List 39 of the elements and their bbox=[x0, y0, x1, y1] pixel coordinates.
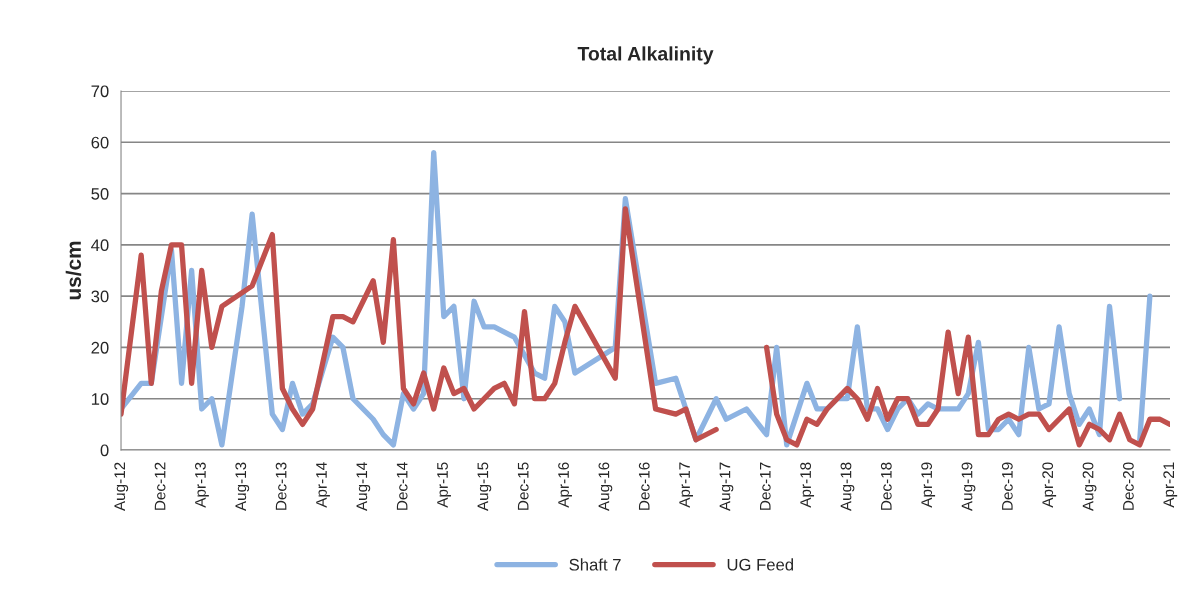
y-tick-label: 40 bbox=[91, 239, 109, 252]
y-tick-label: 0 bbox=[100, 444, 109, 457]
x-tick-label: Aug-17 bbox=[719, 462, 734, 512]
x-tick-label: Apr-20 bbox=[1042, 462, 1057, 508]
x-tick-label: Aug-20 bbox=[1082, 462, 1097, 512]
x-tick-label: Dec-13 bbox=[275, 462, 287, 510]
y-tick-label: 30 bbox=[91, 290, 109, 303]
x-tick-label: Aug-13 bbox=[235, 462, 250, 512]
y-tick-label: 10 bbox=[91, 393, 109, 405]
x-tick-label: Aug-19 bbox=[961, 462, 976, 512]
x-tick-label: Dec-14 bbox=[396, 462, 408, 510]
x-tick-label: Apr-18 bbox=[800, 462, 815, 508]
x-tick-label: Aug-15 bbox=[477, 462, 492, 512]
chart-title: Total Alkalinity bbox=[577, 46, 714, 65]
x-tick-label: Apr-16 bbox=[558, 462, 572, 508]
y-tick-label: 50 bbox=[91, 187, 109, 200]
x-tick-label: Dec-16 bbox=[638, 462, 650, 510]
x-tick-label: Dec-17 bbox=[760, 462, 771, 510]
x-tick-label: Dec-15 bbox=[517, 462, 529, 510]
legend-label: UG Feed bbox=[727, 558, 794, 571]
y-tick-label: 60 bbox=[91, 136, 109, 149]
x-tick-label: Dec-18 bbox=[880, 462, 892, 510]
x-tick-label: Apr-13 bbox=[195, 462, 209, 508]
y-axis-title: us/cm bbox=[65, 241, 82, 300]
x-tick-label: Aug-18 bbox=[840, 462, 855, 512]
x-tick-label: Apr-15 bbox=[437, 462, 451, 508]
x-tick-label: Dec-20 bbox=[1122, 462, 1134, 510]
x-tick-label: Dec-12 bbox=[154, 462, 166, 510]
x-tick-label: Aug-12 bbox=[114, 462, 129, 512]
x-tick-label: Aug-16 bbox=[598, 462, 613, 512]
legend-label: Shaft 7 bbox=[569, 558, 621, 571]
x-tick-label: Apr-17 bbox=[679, 462, 693, 508]
x-tick-label: Apr-21 bbox=[1163, 462, 1178, 508]
x-tick-label: Aug-14 bbox=[356, 462, 371, 512]
x-tick-label: Dec-19 bbox=[1001, 462, 1013, 510]
x-tick-label: Apr-14 bbox=[316, 462, 330, 508]
x-tick-label: Apr-19 bbox=[921, 462, 936, 508]
y-tick-label: 70 bbox=[91, 85, 109, 98]
y-tick-label: 20 bbox=[91, 341, 109, 354]
